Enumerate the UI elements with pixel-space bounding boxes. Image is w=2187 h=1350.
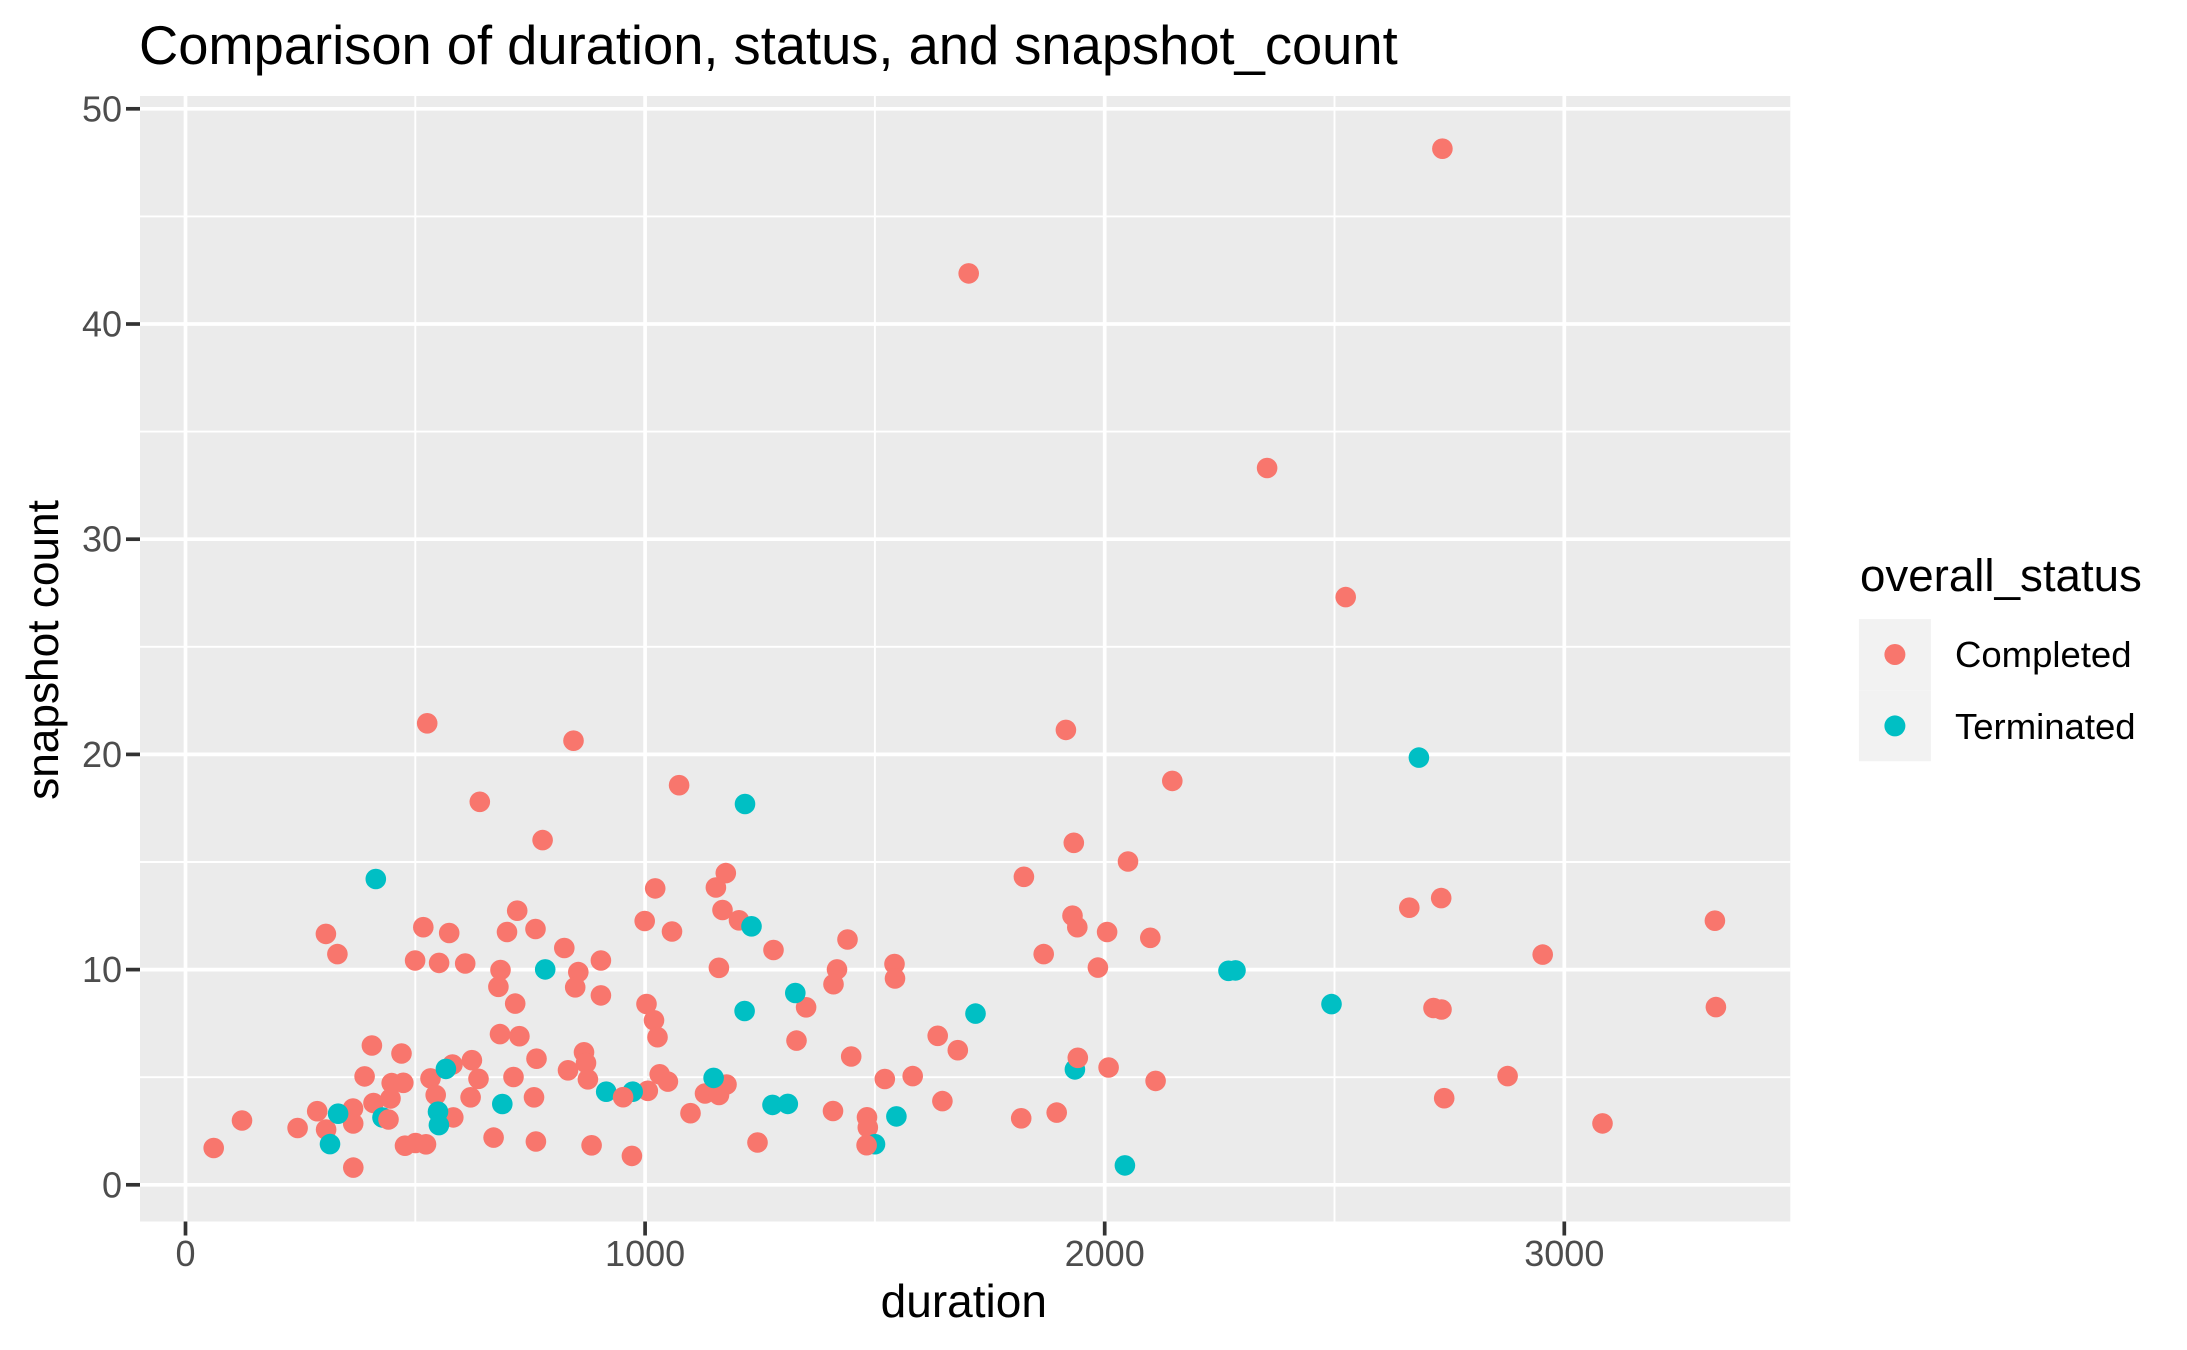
svg-text:snapshot count: snapshot count [19,500,68,800]
svg-text:3000: 3000 [1524,1233,1604,1274]
svg-text:10: 10 [82,949,122,990]
svg-text:Completed: Completed [1955,634,2132,675]
svg-text:40: 40 [82,304,122,345]
svg-text:20: 20 [82,734,122,775]
svg-text:1000: 1000 [605,1233,685,1274]
svg-text:2000: 2000 [1065,1233,1145,1274]
svg-text:Terminated: Terminated [1955,706,2136,747]
svg-text:0: 0 [102,1164,122,1205]
svg-text:overall_status: overall_status [1860,550,2142,601]
svg-text:50: 50 [82,88,122,129]
svg-text:duration: duration [881,1275,1047,1327]
svg-text:Comparison of duration, status: Comparison of duration, status, and snap… [139,15,1398,76]
svg-text:0: 0 [175,1233,195,1274]
svg-text:30: 30 [82,519,122,560]
